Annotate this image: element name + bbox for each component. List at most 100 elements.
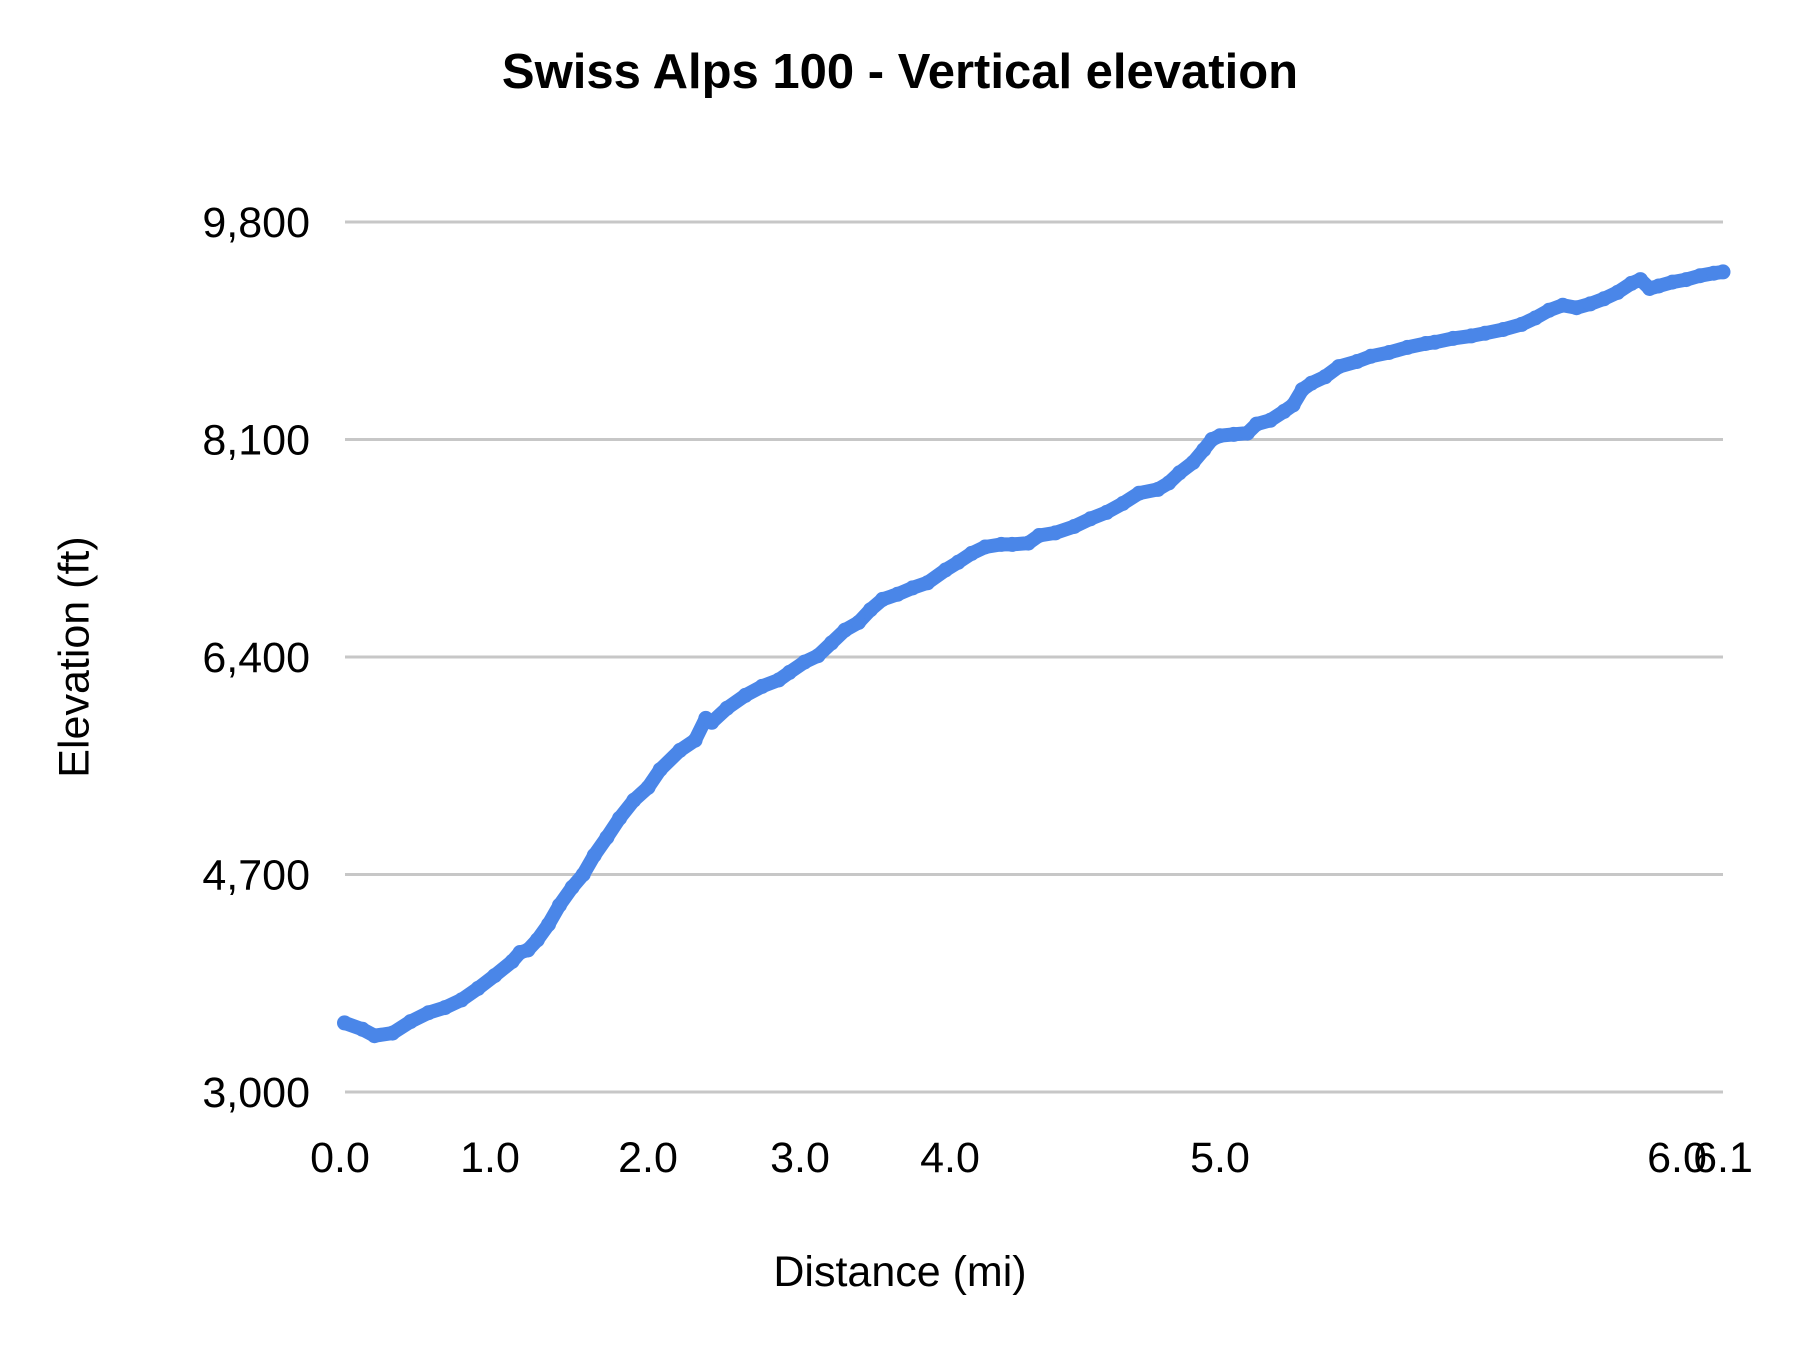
x-tick-label: 2.0: [618, 1134, 678, 1182]
data-point-dot: [1004, 536, 1020, 552]
data-point-dot: [520, 942, 536, 958]
data-point-dot: [367, 1028, 382, 1044]
data-point-dot: [1692, 268, 1708, 284]
data-point-dot: [754, 678, 770, 694]
data-point-dot: [672, 742, 688, 758]
data-point-dot: [1031, 528, 1047, 543]
data-point-dot: [824, 635, 839, 651]
data-point-dot: [1651, 278, 1667, 294]
x-tick-label: 0.0: [310, 1134, 370, 1182]
x-axis-title: Distance (mi): [773, 1248, 1027, 1296]
data-point-dot: [337, 1015, 352, 1031]
data-point-dot: [1541, 302, 1557, 318]
data-point-dot: [1715, 264, 1731, 280]
data-point-dot: [1445, 330, 1461, 346]
data-point-dot: [1349, 354, 1365, 369]
data-point-dot: [626, 792, 642, 808]
data-point-dot: [421, 1005, 436, 1021]
data-point-dot: [1477, 325, 1493, 341]
data-point-dot: [1262, 412, 1278, 428]
data-point-dot: [385, 1025, 400, 1041]
y-tick-label: 4,700: [202, 852, 310, 900]
data-point-dot: [454, 992, 469, 1008]
data-point-dot: [1239, 425, 1255, 441]
data-point-dot: [1427, 334, 1443, 350]
data-point-dot: [575, 867, 591, 882]
data-point-dot: [687, 732, 703, 748]
data-point-dot: [586, 847, 602, 863]
data-point-dot: [1172, 465, 1187, 481]
y-axis-title: Elevation (ft): [50, 536, 99, 778]
data-point-dot: [905, 580, 920, 596]
data-point-dot: [1161, 475, 1177, 491]
data-point-dot: [612, 810, 628, 826]
data-point-dot: [529, 932, 545, 948]
data-point-dot: [771, 672, 787, 688]
data-point-dot: [541, 916, 556, 932]
data-point-dot: [403, 1014, 418, 1030]
data-point-dot: [719, 700, 735, 716]
data-point-dot: [1596, 291, 1612, 307]
data-point-dot: [1285, 397, 1301, 413]
data-point-dot: [1610, 284, 1626, 300]
data-point-dot: [1196, 442, 1212, 458]
x-tick-label: 6.0: [1647, 1134, 1707, 1182]
data-point-dot: [1249, 416, 1265, 432]
y-tick-label: 8,100: [202, 417, 310, 465]
chart-title: Swiss Alps 100 - Vertical elevation: [501, 45, 1299, 99]
y-tick-label: 9,800: [202, 199, 310, 247]
data-point-dot: [1066, 519, 1082, 534]
data-point-dot: [1495, 322, 1511, 337]
x-tick-label: 6.1: [1693, 1134, 1753, 1182]
y-tick-label: 3,000: [202, 1069, 310, 1117]
y-tick-label: 6,400: [202, 634, 310, 682]
data-point-dot: [950, 554, 966, 570]
data-point-dot: [1664, 274, 1680, 290]
data-point-dot: [1317, 369, 1333, 385]
data-point-dot: [1678, 272, 1694, 288]
data-point-dot: [1099, 504, 1115, 520]
data-point-dot: [487, 968, 503, 984]
x-tick-label: 1.0: [460, 1134, 520, 1182]
x-tick-label: 4.0: [920, 1134, 980, 1182]
data-point-dot: [355, 1021, 370, 1037]
data-point-dot: [1331, 359, 1347, 375]
data-point-dot: [704, 714, 720, 730]
data-point-dot: [1212, 428, 1228, 444]
data-point-dot: [1363, 348, 1379, 364]
data-point-dot: [964, 545, 980, 561]
data-point-dot: [564, 879, 580, 895]
data-point-dot: [1569, 300, 1584, 316]
data-point-dot: [1527, 310, 1543, 326]
data-point-dot: [851, 615, 866, 630]
data-point-dot: [1082, 511, 1098, 527]
data-point-dot: [797, 654, 812, 670]
data-point-dot: [1020, 535, 1036, 551]
data-point-dot: [938, 562, 953, 578]
data-point-dot: [1047, 525, 1063, 541]
data-point-dot: [1514, 316, 1530, 332]
data-point-dot: [781, 664, 797, 680]
data-point-dot: [1115, 496, 1131, 511]
data-point-dot: [1463, 328, 1479, 344]
data-point-dot: [1150, 481, 1166, 497]
data-point-dot: [1555, 297, 1571, 313]
data-point-dot: [1399, 339, 1415, 355]
data-point-dot: [652, 762, 668, 778]
data-point-dot: [1226, 426, 1242, 442]
data-point-dot: [810, 648, 826, 664]
data-point-dot: [1303, 375, 1319, 391]
data-point-dot: [599, 829, 615, 845]
data-point-dot: [977, 539, 993, 555]
data-point-dot: [1381, 345, 1397, 360]
data-point-dot: [1582, 296, 1598, 312]
data-point-dot: [437, 1000, 453, 1016]
data-point-dot: [1131, 485, 1147, 501]
data-point-dot: [863, 602, 878, 618]
data-point-dot: [920, 575, 935, 591]
data-point-dot: [890, 586, 905, 602]
data-point-dot: [1185, 455, 1201, 470]
x-tick-label: 3.0: [770, 1134, 830, 1182]
